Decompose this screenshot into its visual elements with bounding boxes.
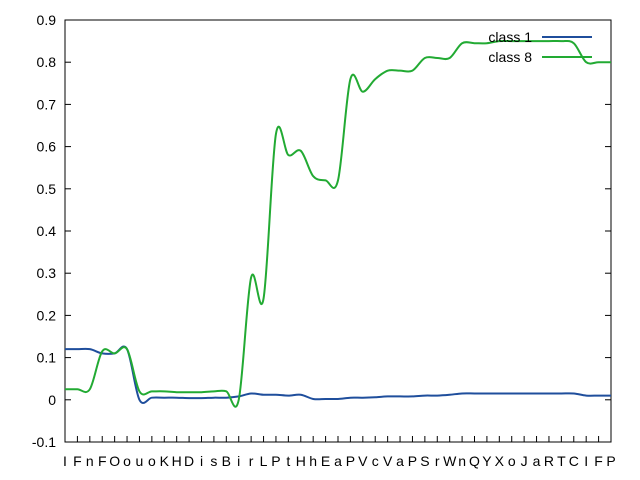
legend-label: class 1 xyxy=(488,29,532,45)
x-tick-label: r xyxy=(435,453,440,469)
x-tick-label: o xyxy=(508,453,516,469)
x-tick-label: c xyxy=(372,453,379,469)
x-tick-label: X xyxy=(495,453,505,469)
x-tick-label: S xyxy=(420,453,429,469)
x-tick-label: H xyxy=(296,453,306,469)
x-tick-label: t xyxy=(286,453,290,469)
x-tick-label: o xyxy=(148,453,156,469)
x-tick-label: T xyxy=(557,453,566,469)
x-tick-label: V xyxy=(358,453,368,469)
y-tick-label: 0.6 xyxy=(37,139,57,155)
x-tick-label: B xyxy=(222,453,231,469)
series-lines xyxy=(64,39,611,408)
x-tick-label: r xyxy=(249,453,254,469)
x-tick-label: P xyxy=(408,453,417,469)
y-tick-label: 0.3 xyxy=(37,265,57,281)
x-tick-label: P xyxy=(271,453,280,469)
x-tick-label: P xyxy=(346,453,355,469)
x-tick-label: J xyxy=(521,453,528,469)
legend: class 1 class 8 xyxy=(488,29,592,65)
x-tick-label: F xyxy=(98,453,107,469)
x-tick-label: R xyxy=(544,453,554,469)
y-tick-label: 0.1 xyxy=(37,350,57,366)
plot-border xyxy=(64,19,612,443)
series-line-class-1 xyxy=(65,345,611,404)
x-tick-label: a xyxy=(533,453,541,469)
x-tick-label: L xyxy=(260,453,268,469)
x-tick-label: I xyxy=(584,453,588,469)
x-tick-label: Y xyxy=(482,453,492,469)
x-tick-label: o xyxy=(123,453,131,469)
y-tick-label: 0.5 xyxy=(37,181,57,197)
x-tick-label: P xyxy=(606,453,615,469)
x-tick-label: n xyxy=(458,453,466,469)
x-tick-label: Q xyxy=(469,453,480,469)
x-tick-label: a xyxy=(396,453,404,469)
x-tick-label: F xyxy=(73,453,82,469)
x-tick-label: h xyxy=(309,453,317,469)
legend-label: class 8 xyxy=(488,49,532,65)
y-tick-label: 0.2 xyxy=(37,307,57,323)
x-tick-label: u xyxy=(136,453,144,469)
x-tick-label: s xyxy=(210,453,217,469)
y-tick-label: 0.4 xyxy=(37,223,57,239)
y-tick-label: 0.7 xyxy=(37,96,57,112)
x-tick-label: n xyxy=(86,453,94,469)
y-tick-label: -0.1 xyxy=(32,434,56,450)
series-line-class-8 xyxy=(64,39,611,408)
x-tick-label: C xyxy=(569,453,579,469)
x-tick-label: I xyxy=(63,453,67,469)
x-tick-label: H xyxy=(172,453,182,469)
y-tick-label: 0 xyxy=(48,392,56,408)
x-tick-label: F xyxy=(594,453,603,469)
x-tick-label: E xyxy=(321,453,330,469)
x-tick-label: W xyxy=(443,453,457,469)
x-tick-label: i xyxy=(237,453,240,469)
y-tick-label: 0.8 xyxy=(37,54,57,70)
x-tick-label: O xyxy=(109,453,120,469)
x-tick-label: V xyxy=(383,453,393,469)
x-tick-label: K xyxy=(160,453,170,469)
x-tick-label: a xyxy=(334,453,342,469)
x-tick-label: D xyxy=(184,453,194,469)
x-tick-label: i xyxy=(200,453,203,469)
y-tick-label: 0.9 xyxy=(37,12,57,28)
